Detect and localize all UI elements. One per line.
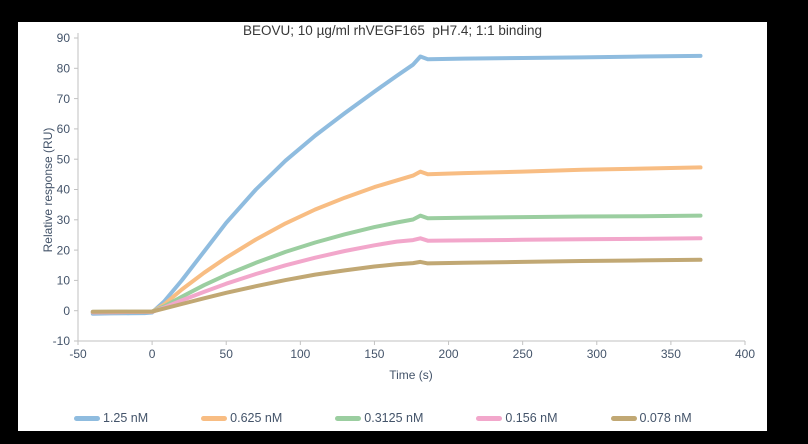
x-tick-label: 50	[220, 347, 234, 361]
x-tick-label: 250	[513, 347, 533, 361]
legend-label: 0.625 nM	[230, 411, 283, 425]
x-tick-label: 400	[735, 347, 755, 361]
legend-item: 1.25 nM	[74, 411, 148, 425]
legend-item: 0.156 nM	[476, 411, 558, 425]
series-line	[90, 53, 703, 316]
y-tick-label: 60	[57, 122, 71, 136]
y-tick-label: -10	[53, 334, 71, 348]
x-tick-label: 200	[439, 347, 459, 361]
legend-item: 0.3125 nM	[335, 411, 423, 425]
x-tick-label: 150	[364, 347, 384, 361]
legend-item: 0.078 nM	[610, 411, 692, 425]
y-axis-title: Relative response (RU)	[41, 127, 55, 253]
y-tick-label: 0	[63, 304, 70, 318]
legend-label: 0.078 nM	[639, 411, 692, 425]
x-tick-label: 350	[661, 347, 681, 361]
y-tick-label: 50	[57, 152, 71, 166]
legend-item: 0.625 nM	[201, 411, 282, 425]
legend-label: 0.156 nM	[505, 411, 558, 425]
legend: 1.25 nM 0.625 nM 0.3125 nM 0.156 nM 0.078 nM	[74, 411, 692, 425]
legend-swatch	[201, 415, 228, 421]
legend-swatch	[335, 415, 362, 421]
y-tick-label: 40	[57, 183, 71, 197]
y-tick-label: 80	[57, 62, 71, 76]
legend-label: 0.3125 nM	[364, 411, 424, 425]
legend-swatch	[476, 415, 503, 421]
x-tick-label: -50	[69, 347, 87, 361]
y-tick-label: 30	[57, 213, 71, 227]
chart-panel: BEOVU; 10 µg/ml rhVEGF165 pH7.4; 1:1 bin…	[18, 22, 767, 431]
legend-swatch	[610, 415, 637, 421]
y-tick-label: 90	[57, 31, 71, 45]
y-tick-label: 10	[57, 274, 71, 288]
x-tick-label: 0	[149, 347, 156, 361]
plot-area: -10 0 10 20 30 40 50 60 70 80 90 -50 0 50 100 150 200 250…	[53, 31, 756, 361]
y-tick-label: 20	[57, 243, 71, 257]
legend-label: 1.25 nM	[103, 411, 149, 425]
x-tick-label: 100	[290, 347, 310, 361]
chart-title: BEOVU; 10 µg/ml rhVEGF165 pH7.4; 1:1 bin…	[243, 23, 542, 38]
x-axis-title: Time (s)	[389, 368, 433, 382]
series-line	[90, 257, 703, 314]
y-tick-label: 70	[57, 92, 71, 106]
x-tick-label: 300	[587, 347, 607, 361]
legend-swatch	[74, 415, 100, 421]
